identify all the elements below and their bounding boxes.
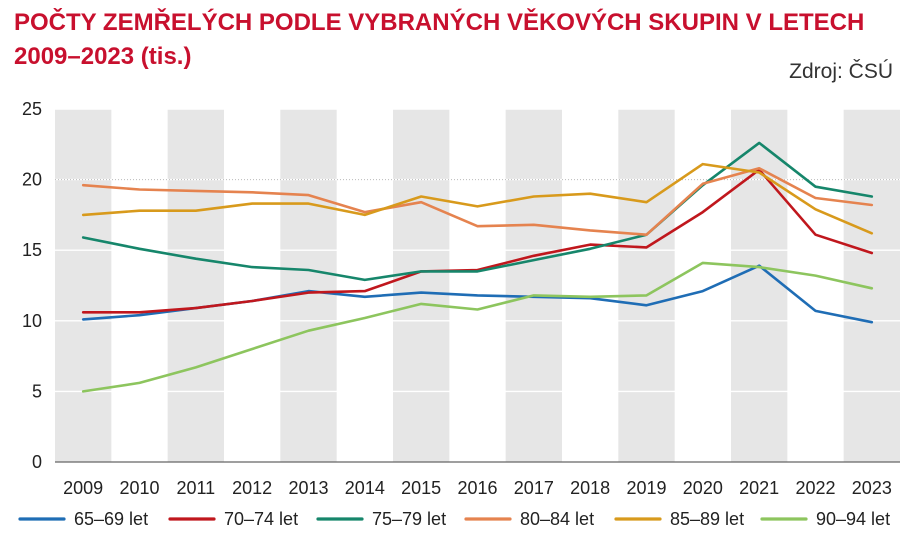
x-tick-label: 2019 [626,478,666,498]
legend: 65–69 let 70–74 let 75–79 let 80–84 let 85–8… [18,509,890,529]
x-axis-ticks: 2009 2010 2011 2012 2013 2014 2015 2016 2017 2018… [63,478,892,498]
legend-label: 85–89 let [670,509,744,529]
series-line [81,167,874,236]
series-line [81,162,874,235]
column-band [167,109,224,462]
x-tick-label: 2012 [232,478,272,498]
series-line [81,261,874,393]
y-tick-label: 5 [32,381,42,401]
y-tick-label: 0 [32,452,42,472]
x-tick-label: 2016 [457,478,497,498]
x-tick-label: 2009 [63,478,103,498]
column-band [393,109,450,462]
y-tick-label: 20 [22,170,42,190]
y-tick-label: 25 [22,99,42,119]
x-tick-label: 2023 [852,478,892,498]
column-band [843,109,900,462]
x-tick-label: 2021 [739,478,779,498]
legend-label: 70–74 let [224,509,298,529]
legend-label: 90–94 let [816,509,890,529]
column-band [280,109,337,462]
x-tick-label: 2013 [288,478,328,498]
chart-title: POČTY ZEMŘELÝCH PODLE VYBRANÝCH VĚKOVÝCH… [14,9,865,70]
x-tick-label: 2010 [119,478,159,498]
source-label: Zdroj: ČSÚ [789,60,893,83]
series-lines [81,141,874,393]
column-band [55,109,112,462]
legend-label: 80–84 let [520,509,594,529]
y-tick-label: 15 [22,240,42,260]
column-band [731,109,788,462]
x-tick-label: 2018 [570,478,610,498]
y-tick-label: 10 [22,311,42,331]
x-tick-label: 2015 [401,478,441,498]
column-band [505,109,562,462]
x-tick-label: 2014 [345,478,385,498]
x-tick-label: 2020 [683,478,723,498]
x-tick-label: 2011 [176,478,215,498]
series-line [81,168,874,314]
y-axis-ticks: 0 5 10 15 20 25 [22,99,42,472]
legend-label: 65–69 let [74,509,148,529]
series-line [81,141,874,282]
gridlines [55,108,900,463]
x-tick-label: 2017 [514,478,554,498]
x-tick-label: 2022 [795,478,835,498]
legend-label: 75–79 let [372,509,446,529]
alternating-bands [55,109,900,462]
